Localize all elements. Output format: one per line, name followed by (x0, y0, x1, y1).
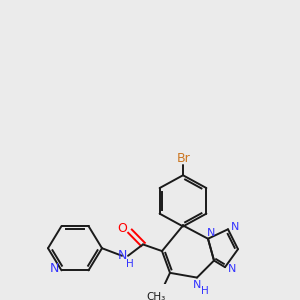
Text: O: O (117, 222, 127, 235)
Text: N: N (117, 249, 127, 262)
Text: CH₃: CH₃ (146, 292, 166, 300)
Text: N: N (207, 228, 215, 238)
Text: H: H (201, 286, 209, 296)
Text: N: N (228, 264, 236, 274)
Text: N: N (50, 262, 59, 275)
Text: Br: Br (177, 152, 191, 165)
Text: N: N (193, 280, 201, 290)
Text: N: N (231, 222, 239, 233)
Text: H: H (126, 259, 134, 269)
